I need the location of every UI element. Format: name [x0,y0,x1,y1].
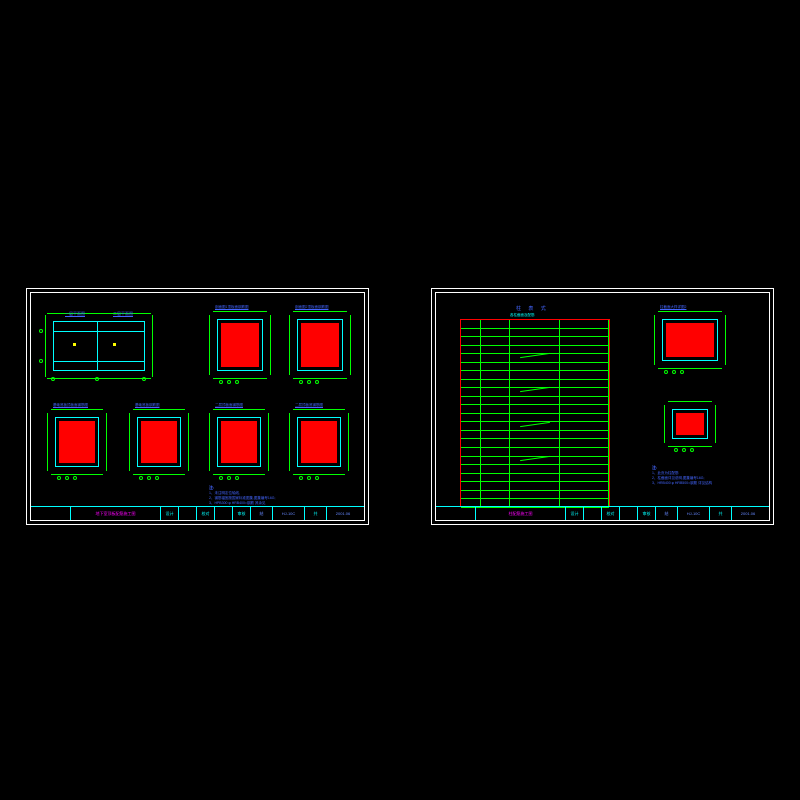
plan-view [53,321,145,371]
section-view: 剖面图1顶板面钢筋图 [211,313,269,377]
titleblock-cell: 共 [305,507,327,520]
view-title: 二层顶板面钢筋图 [215,403,243,408]
section-view: 柱截面大样详图2 [656,313,724,367]
view-title: 二层顶板底钢筋图 [295,403,323,408]
titleblock-cell: 审核 [638,507,656,520]
inner-frame-2: 柱 表 式 各柱截面及配筋 柱截面大样详图2 注: 1、此页为柱配筋 2、柱截面… [435,292,770,521]
schedule-subtitle: 各柱截面及配筋 [510,313,535,318]
section-view: 基础底板钢筋图 [131,411,187,473]
section-view [666,403,714,445]
grid-bubble [95,377,99,381]
section-view: 二层顶板底钢筋图 [291,411,347,473]
titleblock-cell [620,507,638,520]
notes-line: 3、HRB400 φ HRB500=钢筋 详见结构 [652,481,712,486]
titleblock-cell: 共 [710,507,732,520]
titleblock-cell: 结 [656,507,678,520]
grid-bubble [142,377,146,381]
drawing-sheet-1: 一层平面图 二层平面图 剖面图1顶板面钢筋图剖面图2顶板面钢筋图基础底板顶板面钢… [26,288,369,525]
titleblock-cell [179,507,197,520]
titleblock-cell: HJ-10C [678,507,710,520]
titleblock-cell: 结 [251,507,273,520]
inner-frame-1: 一层平面图 二层平面图 剖面图1顶板面钢筋图剖面图2顶板面钢筋图基础底板顶板面钢… [30,292,365,521]
view-title: 一层平面图 [65,311,85,317]
section-view: 剖面图2顶板面钢筋图 [291,313,349,377]
titleblock-cell: 柱配筋施工图 [476,507,566,520]
title-block-2: 柱配筋施工图设计 校对 审核结HJ-10C共2001.06 [436,506,769,520]
titleblock-cell [436,507,476,520]
titleblock-cell: 校对 [197,507,215,520]
titleblock-cell: 设计 [161,507,179,520]
view-title: 基础底板钢筋图 [135,403,160,408]
titleblock-cell [215,507,233,520]
titleblock-cell: 地下室顶板配筋施工图 [71,507,161,520]
view-title: 二层平面图 [113,311,133,317]
view-title: 柱截面大样详图2 [660,305,686,310]
grid-bubble [39,329,43,333]
titleblock-cell: 设计 [566,507,584,520]
schedule-title: 柱 表 式 [516,305,549,312]
section-view: 基础底板顶板面钢筋图 [49,411,105,473]
view-title: 剖面图2顶板面钢筋图 [295,305,328,310]
titleblock-cell [584,507,602,520]
grid-bubble [51,377,55,381]
view-title: 剖面图1顶板面钢筋图 [215,305,248,310]
title-block-1: 地下室顶板配筋施工图设计 校对 审核结HJ-10C共2001.06 [31,506,364,520]
titleblock-cell: 校对 [602,507,620,520]
column-schedule-table [460,319,610,507]
titleblock-cell: 2001.06 [327,507,359,520]
titleblock-cell [31,507,71,520]
grid-bubble [39,359,43,363]
titleblock-cell: 2001.06 [732,507,764,520]
titleblock-cell: HJ-10C [273,507,305,520]
drawing-sheet-2: 柱 表 式 各柱截面及配筋 柱截面大样详图2 注: 1、此页为柱配筋 2、柱截面… [431,288,774,525]
section-view: 二层顶板面钢筋图 [211,411,267,473]
view-title: 基础底板顶板面钢筋图 [53,403,88,408]
titleblock-cell: 审核 [233,507,251,520]
